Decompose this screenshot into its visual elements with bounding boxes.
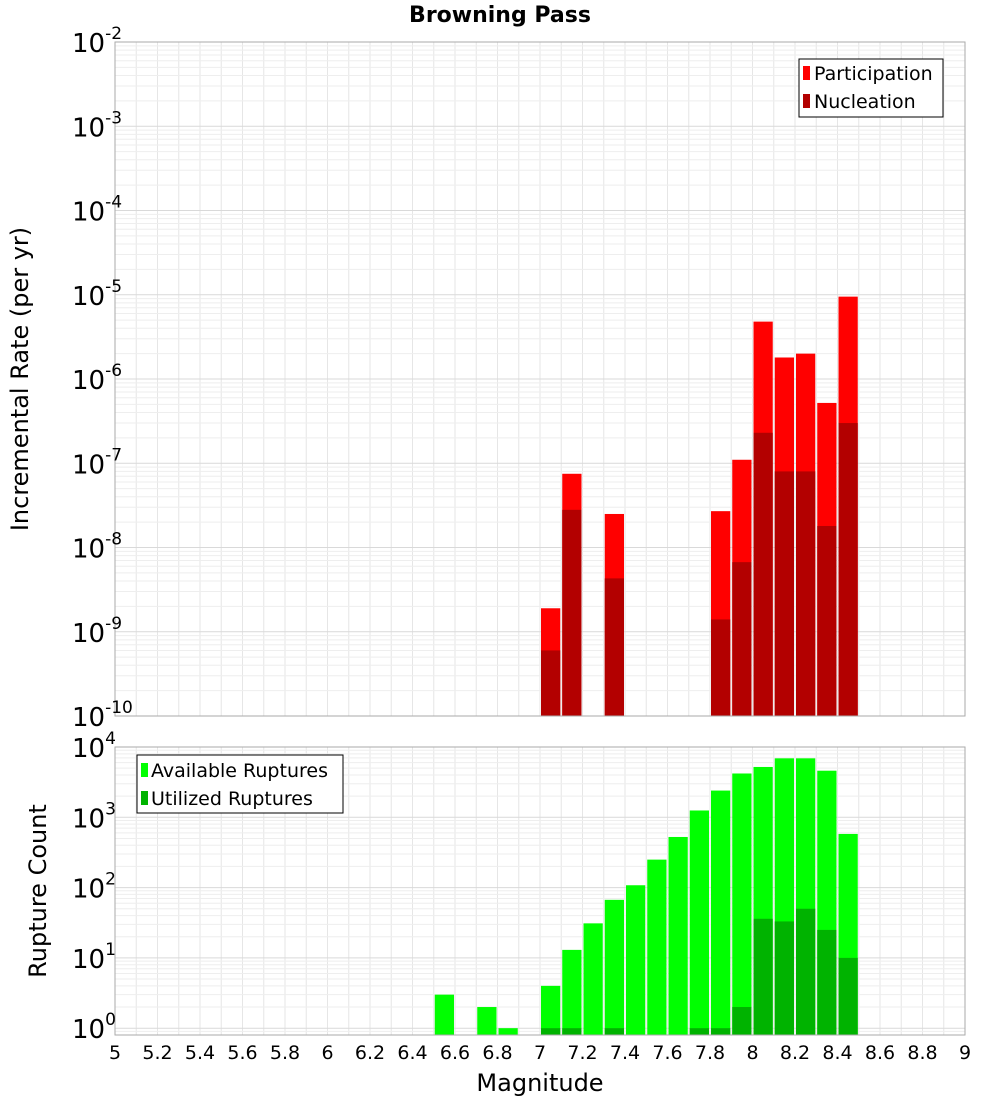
bottom-bar-utilized-ruptures — [774, 921, 794, 1035]
bottom-bar-utilized-ruptures — [562, 1028, 582, 1035]
bottom-y-tick: 103 — [72, 799, 116, 834]
bottom-bar-utilized-ruptures — [689, 1028, 709, 1035]
legend-swatch-participation — [803, 66, 810, 80]
legend-swatch-utilized — [141, 791, 148, 805]
bottom-y-tick: 101 — [72, 940, 116, 975]
legend-label-available: Available Ruptures — [151, 760, 328, 782]
bottom-bar-utilized-ruptures — [541, 1028, 561, 1035]
x-tick: 8.8 — [907, 1042, 937, 1064]
x-tick: 9 — [959, 1042, 971, 1064]
bottom-bar-utilized-ruptures — [711, 1028, 731, 1035]
x-tick: 8.6 — [865, 1042, 895, 1064]
top-y-tick: 10-9 — [72, 614, 122, 649]
bottom-bars — [434, 758, 858, 1035]
bottom-legend: Available Ruptures Utilized Ruptures — [136, 754, 344, 814]
top-bars — [541, 296, 858, 716]
bottom-bar-available-ruptures — [498, 1028, 518, 1035]
top-y-tick: 10-7 — [72, 445, 122, 480]
top-y-tick: 10-4 — [72, 193, 122, 228]
bottom-bar-utilized-ruptures — [732, 1007, 752, 1035]
top-bar-nucleation — [604, 578, 624, 716]
top-y-tick: 10-6 — [72, 361, 122, 396]
bottom-bar-available-ruptures — [583, 923, 603, 1035]
x-tick: 5.6 — [227, 1042, 257, 1064]
top-legend: Participation Nucleation — [798, 58, 944, 118]
top-bar-nucleation — [817, 525, 837, 716]
top-plot-frame — [114, 41, 966, 717]
x-tick: 7.4 — [610, 1042, 640, 1064]
bottom-bar-available-ruptures — [689, 810, 709, 1035]
bottom-bar-available-ruptures — [541, 985, 561, 1035]
top-bar-nucleation — [838, 423, 858, 716]
x-tick: 6.4 — [397, 1042, 427, 1064]
top-y-tick: 10-5 — [72, 277, 122, 312]
top-y-tick: 10-10 — [72, 698, 133, 733]
bottom-y-tick: 104 — [72, 729, 116, 764]
bottom-bar-available-ruptures — [626, 885, 646, 1035]
x-tick: 7.6 — [652, 1042, 682, 1064]
bottom-bar-available-ruptures — [562, 949, 582, 1035]
x-tick: 8 — [746, 1042, 758, 1064]
bottom-bar-utilized-ruptures — [838, 957, 858, 1035]
bottom-bar-utilized-ruptures — [817, 929, 837, 1035]
x-tick: 6.2 — [355, 1042, 385, 1064]
top-bar-nucleation — [753, 432, 773, 716]
x-tick: 5.4 — [185, 1042, 215, 1064]
x-tick: 7 — [534, 1042, 546, 1064]
x-tick: 7.8 — [695, 1042, 725, 1064]
bottom-plot-frame — [114, 746, 966, 1036]
legend-label-participation: Participation — [814, 63, 933, 85]
top-bar-nucleation — [796, 471, 816, 716]
top-y-tick: 10-8 — [72, 530, 122, 565]
bottom-bar-available-ruptures — [604, 899, 624, 1035]
bottom-bar-utilized-ruptures — [753, 918, 773, 1035]
bottom-y-tick: 100 — [72, 1010, 116, 1045]
top-bar-nucleation — [541, 650, 561, 716]
x-tick: 8.4 — [822, 1042, 852, 1064]
x-tick: 8.2 — [780, 1042, 810, 1064]
legend-label-nucleation: Nucleation — [814, 91, 916, 113]
x-tick: 6.8 — [482, 1042, 512, 1064]
top-y-tick: 10-3 — [72, 108, 122, 143]
legend-swatch-nucleation — [803, 94, 810, 108]
top-gridlines — [114, 42, 966, 717]
chart-title: Browning Pass — [409, 3, 591, 28]
top-y-tick-labels: 10-10 10-9 10-8 10-7 10-6 10-5 10-4 10-3 10-2 — [72, 24, 133, 733]
bottom-bar-available-ruptures — [732, 773, 752, 1035]
x-tick: 5.8 — [270, 1042, 300, 1064]
legend-label-utilized: Utilized Ruptures — [151, 788, 313, 810]
bottom-bar-available-ruptures — [668, 836, 688, 1035]
top-bar-nucleation — [711, 619, 731, 716]
bottom-y-axis-label: Rupture Count — [24, 804, 52, 978]
x-axis-label: Magnitude — [476, 1069, 603, 1097]
bottom-bar-available-ruptures — [477, 1007, 497, 1035]
top-bar-nucleation — [732, 562, 752, 716]
x-tick-labels: 5 5.2 5.4 5.6 5.8 6 6.2 6.4 6.6 6.8 7 7.2 7.4 7.6 7.8 8… — [109, 1042, 971, 1064]
top-bar-nucleation — [774, 471, 794, 716]
legend-swatch-available — [141, 763, 148, 777]
bottom-y-tick-labels: 100 101 102 103 104 — [72, 729, 116, 1045]
x-tick: 5.2 — [142, 1042, 172, 1064]
bottom-bar-available-ruptures — [647, 859, 667, 1035]
x-tick: 5 — [109, 1042, 121, 1064]
bottom-bar-available-ruptures — [711, 790, 731, 1035]
bottom-bar-available-ruptures — [434, 994, 454, 1035]
bottom-y-tick: 102 — [72, 870, 116, 905]
top-y-tick: 10-2 — [72, 24, 122, 59]
top-bar-nucleation — [562, 509, 582, 716]
bottom-bar-utilized-ruptures — [604, 1028, 624, 1035]
top-y-axis-label: Incremental Rate (per yr) — [6, 227, 34, 531]
x-tick: 6 — [321, 1042, 333, 1064]
bottom-bar-utilized-ruptures — [796, 908, 816, 1035]
x-tick: 7.2 — [567, 1042, 597, 1064]
x-tick: 6.6 — [440, 1042, 470, 1064]
